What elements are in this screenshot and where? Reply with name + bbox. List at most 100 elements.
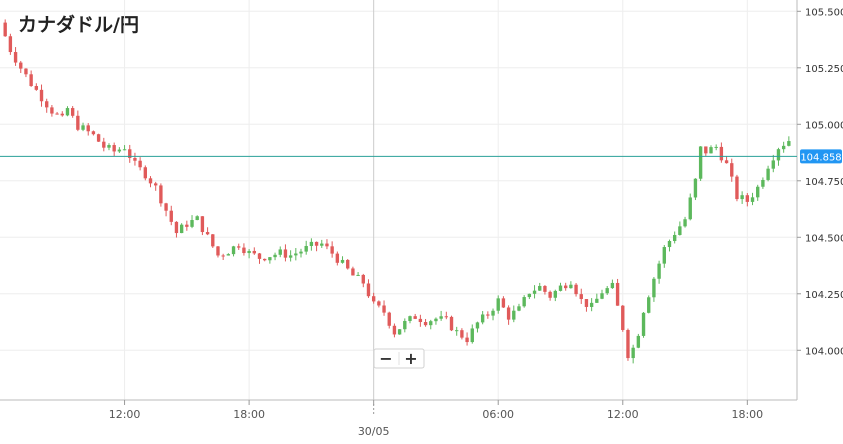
candle-body <box>756 186 760 198</box>
candle-body <box>776 149 781 161</box>
candle-body <box>553 290 557 298</box>
candle-body <box>138 160 142 168</box>
candle-body <box>13 52 18 63</box>
y-tick-label: 105.500 <box>805 7 843 18</box>
candle-body <box>356 274 360 276</box>
candle-body <box>299 251 303 254</box>
candle-body <box>294 253 298 256</box>
candle-body <box>70 108 75 116</box>
candle-body <box>76 115 80 130</box>
candle-body <box>543 285 547 292</box>
candle-body <box>320 243 324 246</box>
candle-body <box>662 247 666 264</box>
y-tick-label: 105.000 <box>805 120 843 131</box>
candle-body <box>309 241 314 246</box>
candle-body <box>304 245 308 252</box>
date-label: 30/05 <box>358 425 390 438</box>
candle-body <box>714 146 718 148</box>
x-tick-label: 18:00 <box>731 408 763 421</box>
candle-body <box>3 22 7 37</box>
candle-body <box>211 234 215 247</box>
candle-body <box>117 149 122 152</box>
candle-body <box>423 322 428 326</box>
candle-body <box>434 318 438 322</box>
candle-body <box>262 258 267 261</box>
candle-body <box>657 263 661 279</box>
candle-body <box>382 305 386 313</box>
x-tick-label: 18:00 <box>233 408 265 421</box>
candle-body <box>91 131 96 135</box>
candle-body <box>174 221 179 234</box>
candle-body <box>403 320 407 330</box>
candle-body <box>491 310 495 316</box>
y-tick-label: 104.250 <box>805 290 843 301</box>
candle-body <box>730 163 734 177</box>
candle-body <box>771 160 775 169</box>
candle-body <box>55 113 59 115</box>
candle-body <box>24 68 28 75</box>
candle-body <box>397 329 402 335</box>
candle-body <box>179 224 184 234</box>
candle-body <box>444 316 449 318</box>
candle-body <box>688 197 692 220</box>
chart-title: カナダドル/円 <box>18 14 139 36</box>
candle-body <box>247 250 251 254</box>
candle-body <box>418 318 423 323</box>
candle-body <box>548 291 552 298</box>
candle-body <box>636 335 641 348</box>
candle-body <box>346 259 350 269</box>
candle-body <box>672 234 677 241</box>
candle-body <box>704 146 708 154</box>
candle-body <box>647 297 651 313</box>
candle-body <box>237 246 241 248</box>
candle-body <box>455 330 459 332</box>
candle-body <box>527 293 532 298</box>
candle-body <box>190 220 194 227</box>
candle-body <box>465 337 469 343</box>
candle-body <box>371 296 376 302</box>
candle-body <box>740 195 744 200</box>
zoom-out-button[interactable]: − <box>379 349 392 368</box>
candle-body <box>195 216 199 221</box>
candle-body <box>512 310 516 320</box>
candle-body <box>231 246 236 255</box>
candle-body <box>112 145 116 152</box>
candle-body <box>86 125 90 132</box>
candle-body <box>154 183 158 186</box>
candle-body <box>595 298 599 303</box>
candle-body <box>325 243 329 247</box>
candle-body <box>460 330 464 338</box>
candle-body <box>652 278 656 298</box>
candle-body <box>584 299 589 307</box>
current-price-badge <box>800 149 842 164</box>
candle-body <box>589 302 594 307</box>
candle-body <box>65 108 70 116</box>
candle-body <box>678 226 682 235</box>
candle-body <box>501 298 506 308</box>
candle-body <box>564 285 568 289</box>
candle-body <box>470 328 474 343</box>
candle-body <box>517 306 521 311</box>
candle-body <box>107 145 111 148</box>
zoom-in-button[interactable]: + <box>404 349 417 368</box>
x-tick-label: 12:00 <box>109 408 141 421</box>
candle-body <box>205 232 210 235</box>
candle-body <box>615 282 620 306</box>
candle-body <box>538 285 542 291</box>
candle-body <box>361 274 365 284</box>
candle-body <box>522 297 526 307</box>
candle-body <box>122 149 127 151</box>
candle-body <box>29 74 33 87</box>
candle-body <box>200 216 205 233</box>
candle-body <box>366 283 371 297</box>
candle-body <box>532 290 537 294</box>
candle-body <box>283 249 288 258</box>
candle-body <box>698 146 703 179</box>
candle-body <box>8 36 13 53</box>
candle-body <box>169 210 173 222</box>
candle-body <box>159 185 163 204</box>
y-tick-label: 104.500 <box>805 233 843 244</box>
candle-body <box>387 312 391 326</box>
candle-body <box>164 203 168 211</box>
